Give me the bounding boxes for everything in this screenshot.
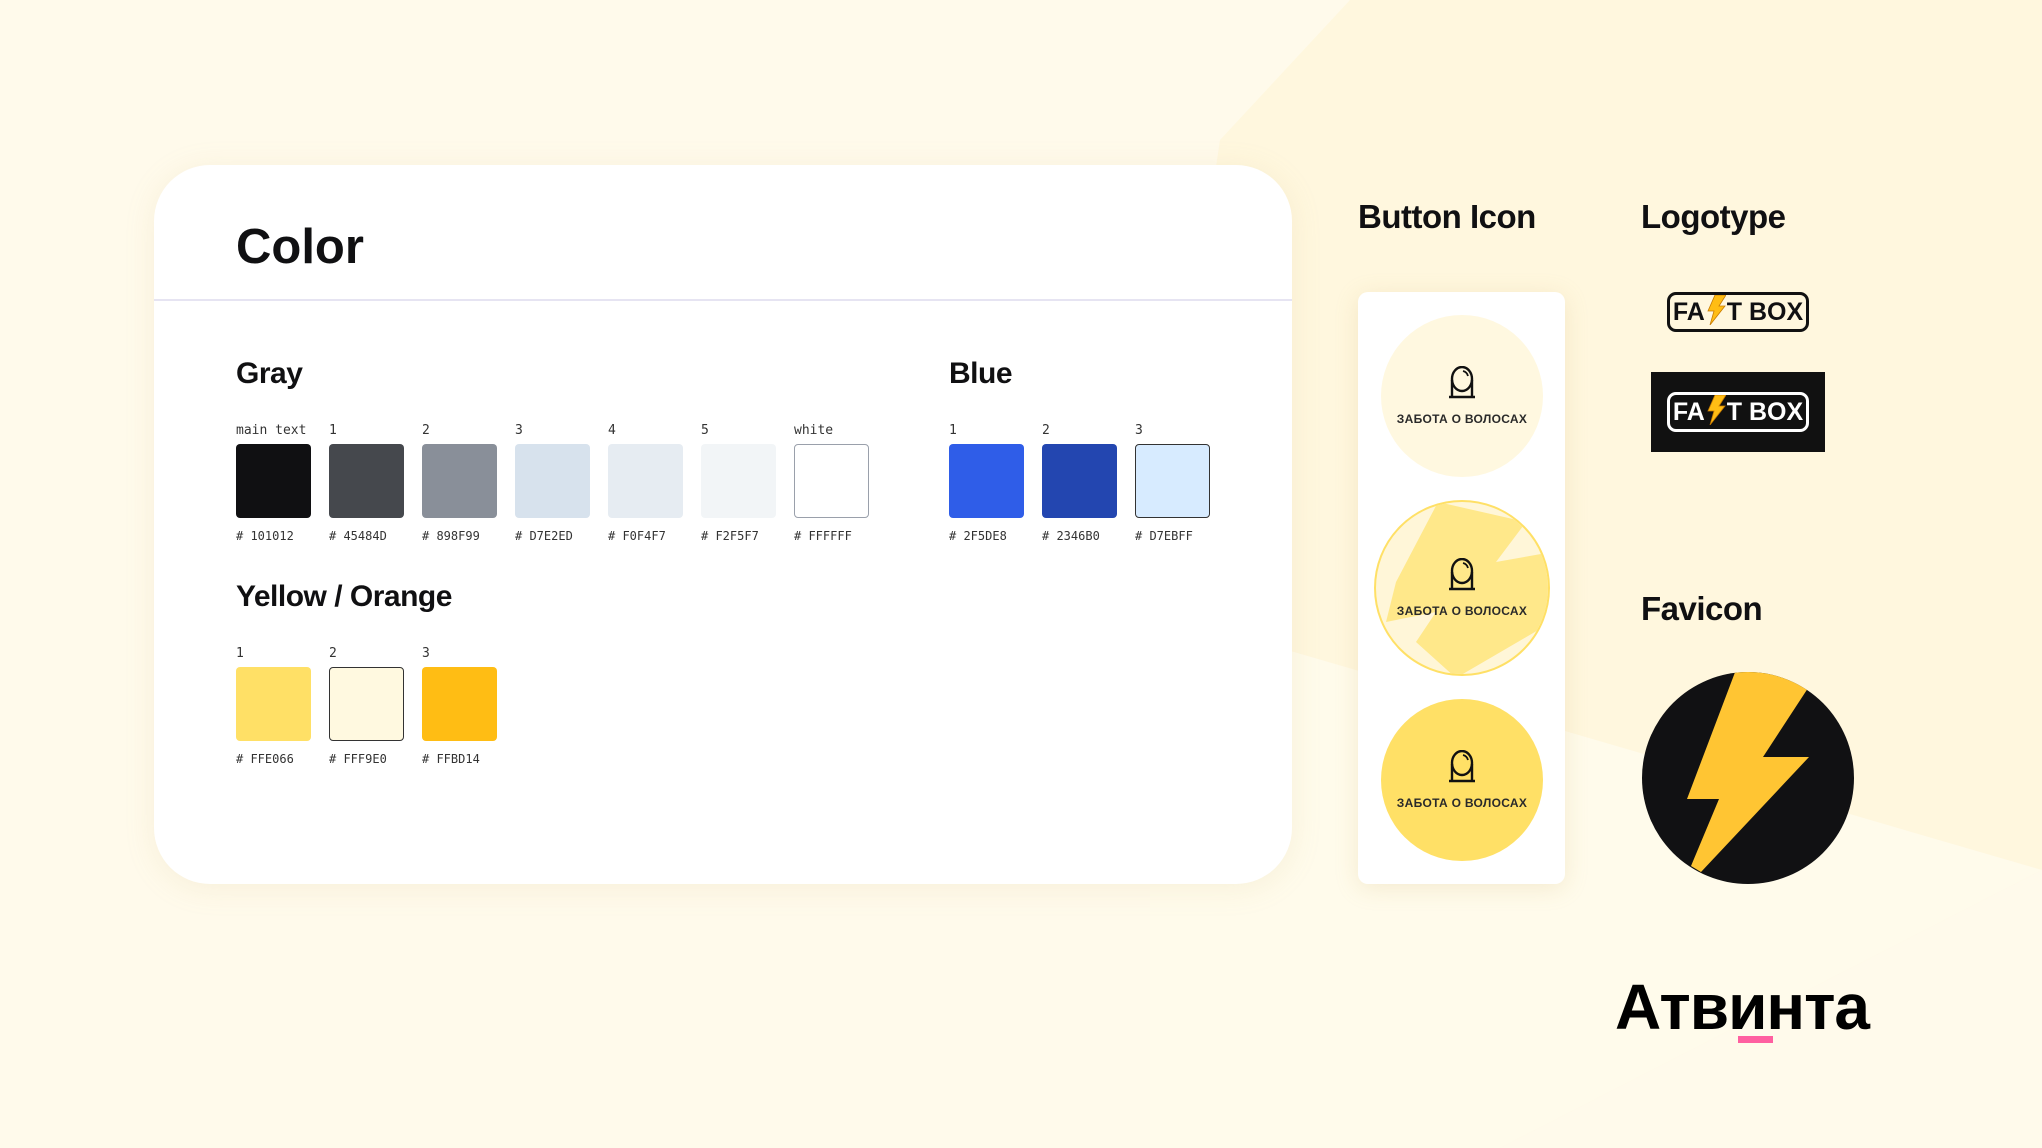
color-swatch: 1 # 45484D — [329, 423, 404, 543]
swatch-chip — [701, 444, 776, 518]
fastbox-logo-light: FA T BOX — [1667, 292, 1809, 332]
swatch-hex: # 2F5DE8 — [949, 529, 1007, 543]
swatch-chip — [329, 667, 404, 741]
logo-text-right: T BOX — [1726, 397, 1804, 426]
swatch-chip — [1135, 444, 1210, 518]
swatch-hex: # FFFFFF — [794, 529, 852, 543]
favicon — [1642, 672, 1854, 884]
swatch-label: white — [794, 423, 834, 438]
swatch-label: 1 — [949, 423, 957, 438]
mirror-icon — [1449, 558, 1475, 591]
lightning-bolt-icon — [1707, 395, 1726, 425]
favicon-title: Favicon — [1641, 590, 1763, 627]
color-swatch: 5 # F2F5F7 — [701, 423, 776, 543]
swatch-label: 1 — [329, 423, 337, 438]
divider — [154, 299, 1292, 301]
swatch-label: main text — [236, 423, 307, 438]
button-label: ЗАБОТА О ВОЛОСАХ — [1396, 604, 1528, 618]
logo-text-left: FA — [1672, 397, 1705, 426]
swatch-label: 3 — [515, 423, 523, 438]
swatch-hex: # 2346B0 — [1042, 529, 1100, 543]
swatch-label: 3 — [1135, 423, 1143, 438]
gray-title: Gray — [236, 357, 303, 390]
category-button-default[interactable]: ЗАБОТА О ВОЛОСАХ — [1381, 315, 1543, 477]
swatch-hex: # 45484D — [329, 529, 387, 543]
color-swatch: 2 # FFF9E0 — [329, 646, 404, 766]
color-swatch: 3 # D7EBFF — [1135, 423, 1210, 543]
swatch-chip — [949, 444, 1024, 518]
logotype-title: Logotype — [1641, 198, 1786, 235]
swatch-hex: # FFBD14 — [422, 752, 480, 766]
color-swatch: 3 # D7E2ED — [515, 423, 590, 543]
color-swatch: 2 # 898F99 — [422, 423, 497, 543]
swatch-hex: # 101012 — [236, 529, 294, 543]
swatch-chip — [1042, 444, 1117, 518]
mirror-icon — [1449, 366, 1475, 399]
swatch-chip — [608, 444, 683, 518]
card-title: Color — [236, 220, 364, 274]
swatch-chip — [422, 667, 497, 741]
mirror-icon — [1449, 750, 1475, 783]
color-swatch: main text # 101012 — [236, 423, 311, 543]
swatch-label: 2 — [1042, 423, 1050, 438]
swatch-label: 5 — [701, 423, 709, 438]
yellow-title: Yellow / Orange — [236, 580, 452, 613]
swatch-hex: # D7E2ED — [515, 529, 573, 543]
brand-accent-line — [1738, 1036, 1773, 1043]
button-icon-title: Button Icon — [1358, 198, 1536, 235]
logo-text-right: T BOX — [1726, 297, 1804, 326]
brand-logo: Атвинта — [1615, 971, 1870, 1043]
swatch-chip — [236, 444, 311, 518]
fastbox-logo-dark: FA T BOX — [1651, 372, 1825, 452]
swatch-chip — [422, 444, 497, 518]
color-palette-card: Color Gray Blue Yellow / Orange main tex… — [154, 165, 1292, 884]
button-label: ЗАБОТА О ВОЛОСАХ — [1396, 412, 1528, 426]
swatch-chip — [794, 444, 869, 518]
category-button-active[interactable]: ЗАБОТА О ВОЛОСАХ — [1381, 699, 1543, 861]
swatch-chip — [236, 667, 311, 741]
swatch-label: 1 — [236, 646, 244, 661]
blue-title: Blue — [949, 357, 1013, 390]
color-swatch: 1 # FFE066 — [236, 646, 311, 766]
button-label: ЗАБОТА О ВОЛОСАХ — [1396, 796, 1528, 810]
swatch-chip — [329, 444, 404, 518]
color-swatch: 1 # 2F5DE8 — [949, 423, 1024, 543]
swatch-label: 4 — [608, 423, 616, 438]
swatch-hex: # 898F99 — [422, 529, 480, 543]
swatch-hex: # FFF9E0 — [329, 752, 387, 766]
color-swatch: white # FFFFFF — [794, 423, 869, 543]
lightning-bolt-icon — [1707, 295, 1726, 325]
color-swatch: 3 # FFBD14 — [422, 646, 497, 766]
button-icon-card: ЗАБОТА О ВОЛОСАХ ЗАБОТА О ВОЛОСАХ ЗАБОТА… — [1358, 292, 1565, 884]
swatch-label: 2 — [422, 423, 430, 438]
swatch-label: 2 — [329, 646, 337, 661]
swatch-label: 3 — [422, 646, 430, 661]
color-swatch: 4 # F0F4F7 — [608, 423, 683, 543]
swatch-hex: # F0F4F7 — [608, 529, 666, 543]
color-swatch: 2 # 2346B0 — [1042, 423, 1117, 543]
swatch-hex: # FFE066 — [236, 752, 294, 766]
swatch-chip — [515, 444, 590, 518]
swatch-hex: # F2F5F7 — [701, 529, 759, 543]
lightning-bolt-icon — [1687, 672, 1812, 872]
category-button-hover[interactable]: ЗАБОТА О ВОЛОСАХ — [1374, 500, 1550, 676]
logo-text-left: FA — [1672, 297, 1705, 326]
swatch-hex: # D7EBFF — [1135, 529, 1193, 543]
